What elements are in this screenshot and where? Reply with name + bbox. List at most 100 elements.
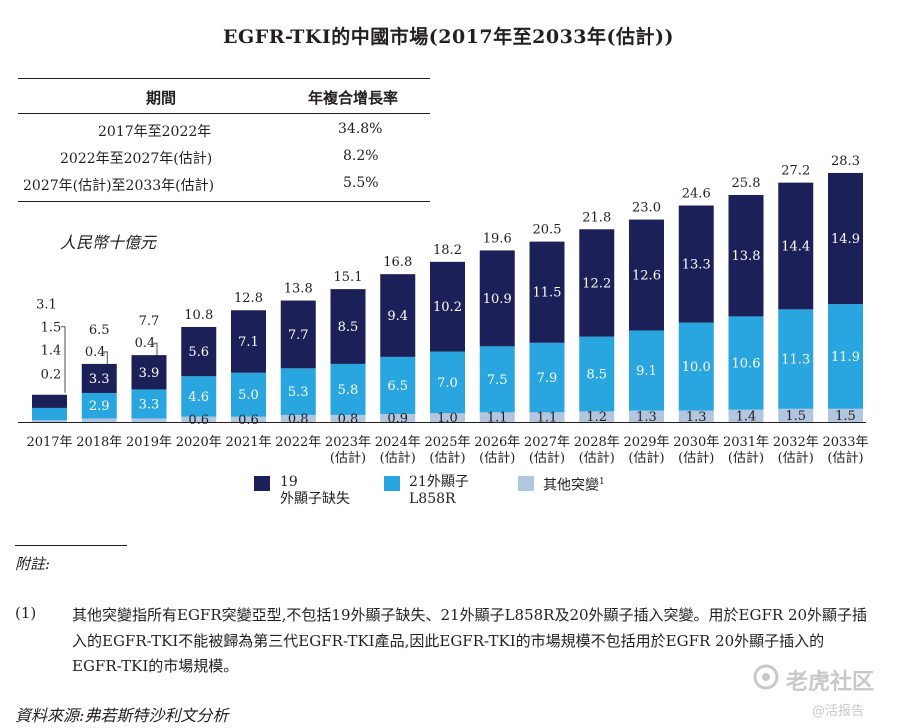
- label-exon19-14: 13.8: [732, 249, 761, 264]
- label-l858r-9: 7.5: [487, 373, 508, 388]
- table-header-cagr: 年複合增長率: [308, 89, 399, 107]
- bar-exon19-2: [131, 355, 167, 390]
- legend-label-exon19-line1: 19: [280, 474, 298, 490]
- bar-other-16: [828, 408, 863, 422]
- chart-title: EGFR-TKI的中國市場(2017年至2033年(估計)): [223, 26, 674, 48]
- x-tick-label-15: 2032年: [773, 435, 819, 450]
- label-other-10: 1.1: [537, 411, 558, 426]
- label-other-7: 0.9: [387, 412, 408, 427]
- bar-exon19-3: [181, 326, 217, 377]
- bar-exon19-9: [479, 250, 515, 347]
- total-label-10: 20.5: [533, 223, 562, 238]
- legend-label-l858r-line2: L858R: [409, 491, 456, 507]
- legend-label-other-text: 其他突變: [543, 477, 599, 494]
- label-other-1: 0.4: [85, 345, 106, 360]
- watermark-tiger-icon: [753, 664, 779, 690]
- legend-swatch-other: [518, 476, 534, 491]
- label-l858r-3: 4.6: [188, 390, 209, 405]
- bar-l858r-13: [678, 322, 714, 411]
- x-tick-label-7: 2024年: [375, 435, 421, 450]
- bar-exon19-12: [629, 219, 664, 331]
- bar-l858r-6: [330, 363, 366, 415]
- label-exon19-7: 9.4: [387, 309, 408, 324]
- bar-other-0: [32, 420, 67, 422]
- x-tick-label-4: 2021年: [225, 435, 271, 450]
- label-exon19-8: 10.2: [433, 300, 462, 315]
- table-header-rule: [18, 113, 430, 114]
- total-label-15: 27.2: [781, 164, 810, 179]
- label-exon19-6: 8.5: [338, 320, 359, 335]
- label-l858r-5: 5.3: [288, 385, 309, 400]
- bar-l858r-16: [828, 304, 863, 409]
- total-label-12: 23.0: [632, 201, 661, 216]
- note-1-text: 其他突變指所有EGFR突變亞型,不包括19外顯子缺失、21外顯子L858R及20…: [72, 606, 868, 675]
- bar-l858r-0: [32, 407, 67, 421]
- leader-line-1: [103, 351, 108, 366]
- label-exon19-0: 1.5: [41, 321, 62, 336]
- legend-label-l858r: 21外顯子 L858R: [409, 474, 469, 508]
- bar-l858r-2: [131, 389, 167, 419]
- bar-other-4: [231, 416, 266, 422]
- label-other-3: 0.6: [188, 413, 209, 428]
- label-l858r-12: 9.1: [636, 364, 657, 379]
- x-tick-sublabel-7: (估計): [380, 450, 416, 466]
- label-exon19-3: 5.6: [188, 345, 209, 360]
- label-exon19-2: 3.9: [139, 366, 160, 381]
- x-tick-label-5: 2022年: [275, 435, 321, 450]
- legend-label-other-sup: 1: [599, 477, 605, 487]
- label-exon19-13: 13.3: [682, 258, 711, 273]
- label-exon19-12: 12.6: [632, 269, 661, 284]
- total-label-11: 21.8: [582, 210, 611, 225]
- bar-l858r-7: [380, 356, 416, 415]
- label-l858r-10: 7.9: [537, 371, 558, 386]
- total-label-2: 7.7: [139, 314, 160, 329]
- bar-exon19-6: [330, 289, 366, 364]
- table-top-rule: [18, 78, 430, 79]
- label-l858r-2: 3.3: [139, 397, 160, 412]
- label-other-5: 0.8: [288, 412, 309, 427]
- total-label-6: 15.1: [334, 270, 363, 285]
- label-l858r-13: 10.0: [682, 360, 711, 375]
- watermark-brand: 老虎社区: [786, 670, 875, 695]
- total-label-5: 13.8: [284, 282, 313, 297]
- label-other-0: 0.2: [41, 368, 62, 383]
- source-line: 資料來源:弗若斯特沙利文分析: [15, 706, 229, 725]
- legend-label-exon19: 19 外顯子缺失: [280, 474, 350, 508]
- total-label-1: 6.5: [89, 323, 110, 338]
- notes-rule: [15, 545, 127, 546]
- label-l858r-16: 11.9: [831, 350, 860, 365]
- x-tick-sublabel-11: (估計): [579, 450, 615, 466]
- label-other-9: 1.1: [487, 411, 508, 426]
- bar-l858r-15: [778, 309, 814, 409]
- bar-l858r-9: [479, 346, 515, 413]
- bar-l858r-12: [629, 330, 664, 411]
- total-label-4: 12.8: [234, 291, 263, 306]
- label-other-14: 1.4: [736, 409, 757, 424]
- label-other-11: 1.2: [586, 410, 607, 425]
- bar-other-12: [629, 410, 664, 422]
- bar-l858r-1: [81, 392, 117, 419]
- bar-exon19-11: [579, 229, 615, 337]
- legend-label-l858r-line1: 21外顯子: [409, 474, 469, 490]
- label-l858r-6: 5.8: [338, 383, 359, 398]
- x-tick-label-0: 2017年: [26, 435, 72, 450]
- bar-other-3: [181, 416, 217, 422]
- legend-label-other: 其他突變1: [543, 474, 605, 495]
- total-label-0: 3.1: [36, 298, 57, 313]
- bar-l858r-3: [181, 376, 217, 417]
- table-row-3-rate: 5.5%: [343, 175, 379, 191]
- label-l858r-11: 8.5: [586, 368, 607, 383]
- bar-exon19-10: [529, 241, 565, 343]
- bar-other-15: [778, 408, 814, 422]
- label-other-16: 1.5: [835, 409, 856, 424]
- label-l858r-14: 10.6: [732, 357, 761, 372]
- bar-l858r-14: [728, 316, 764, 410]
- label-other-13: 1.3: [686, 410, 707, 425]
- label-exon19-1: 3.3: [89, 372, 110, 387]
- bar-l858r-5: [280, 368, 316, 415]
- table-row-2-period: 2022年至2027年(估計): [60, 151, 213, 167]
- x-tick-sublabel-12: (估計): [628, 450, 664, 466]
- table-row-2-rate: 8.2%: [343, 148, 379, 164]
- x-tick-label-13: 2030年: [673, 435, 719, 450]
- label-other-4: 0.6: [238, 413, 259, 428]
